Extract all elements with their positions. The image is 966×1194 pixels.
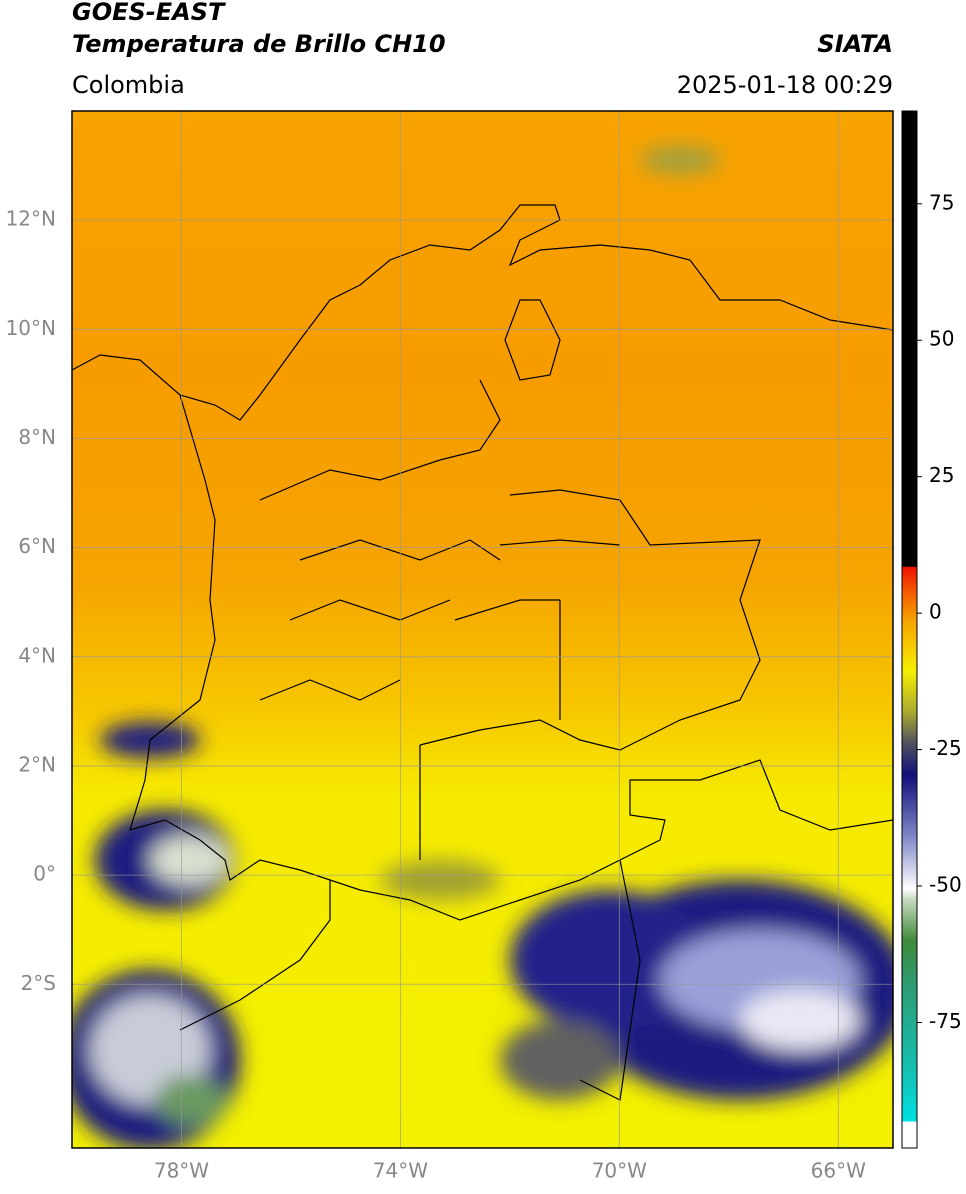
y-tick-label: 12°N — [6, 207, 56, 231]
timestamp: 2025-01-18 00:29 — [677, 71, 893, 99]
y-tick-label: 6°N — [18, 534, 56, 558]
colorbar-tick-label: -25 — [929, 736, 962, 760]
y-tick-label: 4°N — [18, 643, 56, 667]
tick-labels: 78°W 74°W 70°W 66°W 12°N 10°N 8°N 6°N 4°N 2°N 0° 2°… — [6, 190, 962, 1182]
x-tick-label: 70°W — [592, 1159, 647, 1183]
x-tick-label: 78°W — [154, 1159, 209, 1183]
subtitle: Temperatura de Brillo CH10 — [72, 30, 446, 58]
colorbar-tick-label: 50 — [929, 327, 954, 351]
colorbar-tick-label: -50 — [929, 873, 962, 897]
y-tick-label: 2°S — [21, 971, 56, 995]
colorbar-tick-label: 0 — [929, 600, 942, 624]
title: GOES-EAST — [72, 0, 226, 26]
source: SIATA — [817, 30, 893, 58]
gridlines — [72, 111, 893, 1148]
borders — [72, 204, 893, 1101]
y-tick-label: 10°N — [6, 316, 56, 340]
x-tick-label: 66°W — [811, 1159, 866, 1183]
region: Colombia — [72, 71, 185, 99]
colorbar-tick-label: -75 — [929, 1009, 962, 1033]
colorbar — [901, 110, 918, 1149]
colorbar-tick-label: 25 — [929, 463, 954, 487]
colorbar-tick-label: 75 — [929, 190, 954, 214]
x-tick-label: 74°W — [373, 1159, 428, 1183]
map-image — [72, 111, 893, 1148]
y-tick-label: 2°N — [18, 752, 56, 776]
y-tick-label: 8°N — [18, 425, 56, 449]
clouds — [72, 146, 893, 1148]
y-tick-label: 0° — [33, 862, 56, 886]
map-frame — [71, 110, 894, 1149]
